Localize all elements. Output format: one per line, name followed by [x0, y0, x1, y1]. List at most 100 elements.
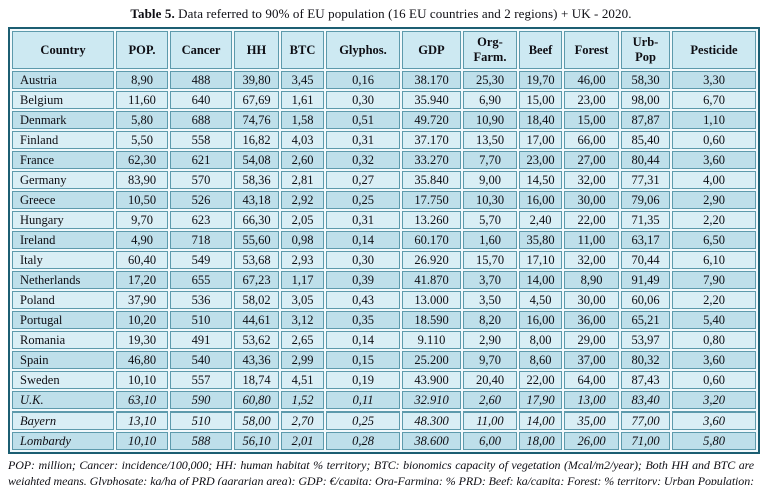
value-cell: 557: [170, 371, 232, 389]
country-cell: Finland: [12, 131, 114, 149]
table-row: Hungary 9,70 623 66,30 2,05 0,31 13.260 5,70 2,4…: [12, 211, 756, 229]
value-cell: 540: [170, 351, 232, 369]
value-cell: 3,60: [672, 411, 756, 430]
value-cell: 4,00: [672, 171, 756, 189]
table-body: Austria 8,90 488 39,80 3,45 0,16 38.170 25,30 19…: [12, 71, 756, 450]
value-cell: 17,20: [116, 271, 168, 289]
value-cell: 9,00: [463, 171, 517, 189]
value-cell: 2,60: [281, 151, 324, 169]
value-cell: 25.200: [402, 351, 461, 369]
table-caption: Table 5. Data referred to 90% of EU popu…: [8, 6, 754, 22]
value-cell: 48.300: [402, 411, 461, 430]
value-cell: 0,27: [326, 171, 400, 189]
value-cell: 5,40: [672, 311, 756, 329]
value-cell: 1,61: [281, 91, 324, 109]
value-cell: 5,80: [672, 432, 756, 450]
value-cell: 17,10: [519, 251, 562, 269]
table-row: Sweden 10,10 557 18,74 4,51 0,19 43.900 20,40 22…: [12, 371, 756, 389]
value-cell: 2,01: [281, 432, 324, 450]
value-cell: 62,30: [116, 151, 168, 169]
value-cell: 33.270: [402, 151, 461, 169]
value-cell: 26,00: [564, 432, 619, 450]
table-row: Denmark 5,80 688 74,76 1,58 0,51 49.720 10,90 18…: [12, 111, 756, 129]
value-cell: 0,25: [326, 411, 400, 430]
country-cell: Germany: [12, 171, 114, 189]
value-cell: 38.170: [402, 71, 461, 89]
country-cell: Portugal: [12, 311, 114, 329]
country-cell: Italy: [12, 251, 114, 269]
country-cell: Poland: [12, 291, 114, 309]
value-cell: 22,00: [564, 211, 619, 229]
value-cell: 38.600: [402, 432, 461, 450]
table-row: Germany 83,90 570 58,36 2,81 0,27 35.840 9,00 14…: [12, 171, 756, 189]
value-cell: 14,00: [519, 271, 562, 289]
table-caption-text: Data referred to 90% of EU population (1…: [174, 6, 632, 21]
value-cell: 488: [170, 71, 232, 89]
value-cell: 67,69: [234, 91, 279, 109]
value-cell: 14,00: [519, 411, 562, 430]
value-cell: 549: [170, 251, 232, 269]
value-cell: 6,50: [672, 231, 756, 249]
value-cell: 18,40: [519, 111, 562, 129]
value-cell: 32,00: [564, 251, 619, 269]
country-cell: Lombardy: [12, 432, 114, 450]
column-header-urb-pop: Urb-Pop: [621, 31, 670, 69]
value-cell: 32.910: [402, 391, 461, 409]
value-cell: 43,18: [234, 191, 279, 209]
value-cell: 18.590: [402, 311, 461, 329]
table-row: Bayern 13,10 510 58,00 2,70 0,25 48.300 11,00 14…: [12, 411, 756, 430]
value-cell: 91,49: [621, 271, 670, 289]
value-cell: 9,70: [463, 351, 517, 369]
value-cell: 2,93: [281, 251, 324, 269]
table-row: Finland 5,50 558 16,82 4,03 0,31 37.170 13,50 17…: [12, 131, 756, 149]
value-cell: 64,00: [564, 371, 619, 389]
value-cell: 4,90: [116, 231, 168, 249]
value-cell: 13.260: [402, 211, 461, 229]
value-cell: 0,43: [326, 291, 400, 309]
value-cell: 70,44: [621, 251, 670, 269]
value-cell: 80,44: [621, 151, 670, 169]
table-caption-label: Table 5.: [130, 6, 175, 21]
value-cell: 87,87: [621, 111, 670, 129]
value-cell: 0,31: [326, 131, 400, 149]
value-cell: 6,90: [463, 91, 517, 109]
value-cell: 20,40: [463, 371, 517, 389]
table-row: Belgium 11,60 640 67,69 1,61 0,30 35.940 6,90 15…: [12, 91, 756, 109]
header-row: Country POP. Cancer HH BTC Glyphos. GDP Org-Far…: [12, 31, 756, 69]
value-cell: 60.170: [402, 231, 461, 249]
value-cell: 0,98: [281, 231, 324, 249]
value-cell: 16,00: [519, 191, 562, 209]
value-cell: 30,00: [564, 191, 619, 209]
value-cell: 53,97: [621, 331, 670, 349]
value-cell: 0,30: [326, 251, 400, 269]
value-cell: 27,00: [564, 151, 619, 169]
value-cell: 13,10: [116, 411, 168, 430]
value-cell: 0,51: [326, 111, 400, 129]
value-cell: 16,00: [519, 311, 562, 329]
value-cell: 63,10: [116, 391, 168, 409]
value-cell: 0,14: [326, 331, 400, 349]
value-cell: 10,90: [463, 111, 517, 129]
value-cell: 718: [170, 231, 232, 249]
value-cell: 2,90: [672, 191, 756, 209]
value-cell: 0,32: [326, 151, 400, 169]
value-cell: 3,70: [463, 271, 517, 289]
value-cell: 7,70: [463, 151, 517, 169]
value-cell: 3,12: [281, 311, 324, 329]
value-cell: 558: [170, 131, 232, 149]
value-cell: 10,10: [116, 432, 168, 450]
value-cell: 77,00: [621, 411, 670, 430]
value-cell: 17,90: [519, 391, 562, 409]
value-cell: 588: [170, 432, 232, 450]
value-cell: 60,40: [116, 251, 168, 269]
column-header-hh: HH: [234, 31, 279, 69]
value-cell: 0,31: [326, 211, 400, 229]
column-header-pesticide: Pesticide: [672, 31, 756, 69]
value-cell: 0,15: [326, 351, 400, 369]
value-cell: 35,00: [564, 411, 619, 430]
table-row: Ireland 4,90 718 55,60 0,98 0,14 60.170 1,60 35,…: [12, 231, 756, 249]
value-cell: 8,20: [463, 311, 517, 329]
value-cell: 2,20: [672, 291, 756, 309]
value-cell: 44,61: [234, 311, 279, 329]
